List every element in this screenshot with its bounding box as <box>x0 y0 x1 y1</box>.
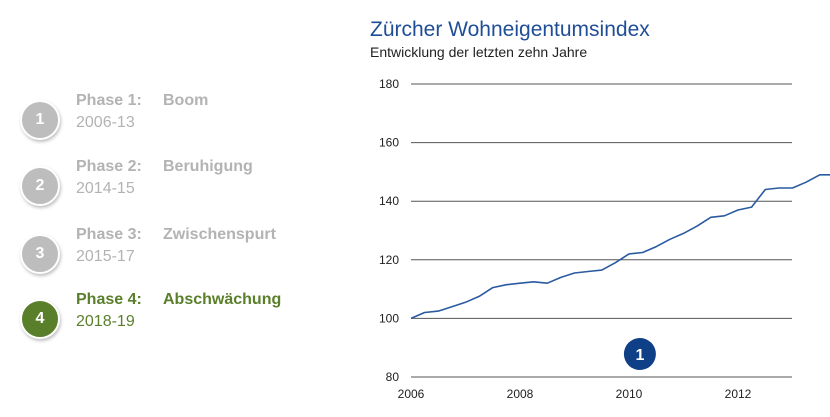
x-tick-label: 2010 <box>616 387 643 401</box>
y-tick-label: 100 <box>379 311 399 325</box>
phase-name: Phase 2: <box>76 158 142 175</box>
phase-name: Phase 1: <box>76 92 142 109</box>
phase-number-badge: 3 <box>20 234 60 274</box>
phase-item-1: 1 Phase 1: Boom 2006-13 <box>20 92 340 152</box>
phase-years: 2018-19 <box>76 313 135 330</box>
phase-number-badge: 4 <box>20 299 60 339</box>
chart-subtitle: Entwicklung der letzten zehn Jahre <box>370 44 588 60</box>
phase-marker-circle <box>623 338 656 370</box>
phase-number-badge: 1 <box>20 100 60 140</box>
x-tick-label: 2012 <box>725 387 752 401</box>
phase-description: Boom <box>163 92 209 109</box>
phase-number-badge: 2 <box>20 166 60 206</box>
phase-description: Abschwächung <box>163 291 282 308</box>
phase-name: Phase 3: <box>76 226 142 243</box>
phase-name: Phase 4: <box>76 291 142 308</box>
phase-years: 2015-17 <box>76 248 135 265</box>
phase-description: Zwischenspurt <box>163 226 276 243</box>
x-tick-label: 2008 <box>507 387 534 401</box>
phase-years: 2006-13 <box>76 114 135 131</box>
y-tick-label: 80 <box>386 370 400 384</box>
phase-item-2: 2 Phase 2: Beruhigung 2014-15 <box>20 158 340 218</box>
x-tick-label: 2006 <box>398 387 425 401</box>
y-tick-label: 160 <box>379 136 399 150</box>
phase-marker-label: 1 <box>635 347 644 364</box>
phase-years: 2014-15 <box>76 180 135 197</box>
phase-item-4: 4 Phase 4: Abschwächung 2018-19 <box>20 291 340 351</box>
y-tick-label: 180 <box>379 77 399 91</box>
y-tick-label: 140 <box>379 194 399 208</box>
phase-description: Beruhigung <box>163 158 253 175</box>
series-line <box>410 174 830 320</box>
chart-title: Zürcher Wohneigentumsindex <box>370 18 650 41</box>
y-tick-label: 120 <box>379 253 399 267</box>
phase-item-3: 3 Phase 3: Zwischenspurt 2015-17 <box>20 226 340 286</box>
